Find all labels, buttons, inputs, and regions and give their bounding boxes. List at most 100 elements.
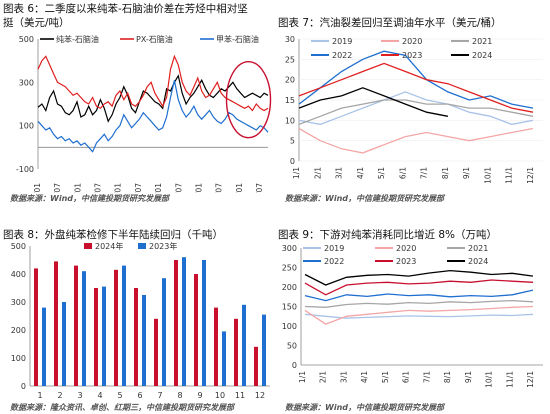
xtick-label: 6/1: [398, 167, 407, 179]
bar-2023年-8: [182, 257, 186, 386]
xtick-label: 19/01: [33, 183, 42, 193]
series-line-2023: [298, 62, 534, 113]
xtick-label: 12/1: [526, 167, 535, 184]
bar-2024年-10: [214, 307, 218, 386]
chart9-title: 图表 9：下游对纯苯消耗同比增近 8%（万吨）: [278, 229, 498, 241]
xtick-label: 3: [77, 391, 82, 400]
bar-2024年-5: [114, 269, 118, 386]
ytick-label: 5: [290, 137, 295, 146]
chart9-source: 数据来源：Wind，中信建投期货研究发展部: [285, 403, 444, 412]
xtick-label: 1/1: [292, 167, 301, 179]
bar-2024年-9: [194, 274, 198, 386]
xtick-label: 7: [157, 391, 162, 400]
chart7-svg: 0 5 10 15 20 25 30 1/1 2/1 3/1 4/1 5/1 6/1 7/1 8/1 9/1 1…: [285, 35, 543, 184]
xtick-label: 4/1: [356, 167, 365, 179]
series-line-甲苯-石脑油: [37, 80, 269, 153]
ytick-label: 30: [285, 35, 295, 44]
ytick-label: 15: [285, 96, 295, 105]
bar-2024年-2: [54, 261, 58, 386]
xtick-label: 9: [197, 391, 202, 400]
xtick-label: 3/1: [339, 371, 348, 383]
xtick-label: 10/1: [483, 167, 492, 184]
legend-label: 2022: [324, 257, 344, 266]
ytick-label: 150: [282, 303, 297, 312]
xtick-label: 4/1: [360, 371, 369, 383]
legend-label: 2024: [468, 257, 488, 266]
legend-swatch: [138, 243, 146, 249]
legend-label: 2020: [396, 244, 416, 253]
chart9-svg: 0 50 100 150 200 250 300 1/1 2/1 3/1 4/1 5/1 6/1 7/1 8…: [282, 244, 543, 388]
bar-2024年-11: [234, 318, 238, 386]
bar-2024年-3: [74, 265, 78, 386]
series-line-2020: [304, 305, 534, 325]
bar-2023年-12: [262, 314, 266, 386]
xtick-label: 8/1: [443, 371, 452, 383]
bar-2023年-4: [102, 286, 106, 386]
ytick-label: 500: [19, 35, 34, 44]
series-line-2023: [304, 279, 534, 296]
chart8-title: 图表 8：外盘纯苯检修下半年陆续回归（千吨）: [3, 229, 224, 241]
xtick-label: 6/1: [402, 371, 411, 383]
legend-label: PX-石脑油: [136, 34, 173, 44]
legend-label: 纯苯-石脑油: [56, 34, 99, 44]
ytick-label: 500: [11, 242, 26, 251]
xtick-label: 4: [97, 391, 102, 400]
ytick-label: -100: [16, 165, 34, 174]
xtick-label: 11/1: [505, 371, 514, 388]
legend-label: 2019: [332, 37, 352, 46]
xtick-label: 10/1: [485, 371, 494, 388]
legend-label: 2021: [468, 244, 488, 253]
chart8-panel: 图表 8：外盘纯苯检修下半年陆续回归（千吨） 0 100 200 300 400 500 1…: [0, 207, 275, 414]
xtick-label: 9/1: [462, 167, 471, 179]
bar-2024年-7: [154, 318, 158, 386]
ytick-label: 100: [11, 354, 26, 363]
legend-label: 2024年: [95, 241, 123, 251]
xtick-label: 5: [117, 391, 122, 400]
highlight-ellipse: [225, 60, 272, 139]
xtick-label: 21/07: [134, 183, 143, 193]
ytick-label: 300: [19, 78, 34, 87]
chart6-panel: 图表 6：二季度以来纯苯-石脑油价差在芳烃中相对坚 挺（美元/吨） -100 10…: [0, 0, 275, 207]
legend-label: 2024: [472, 51, 492, 60]
xtick-label: 3/1: [335, 167, 344, 179]
series-line-纯苯-石脑油: [37, 74, 269, 123]
bar-2024年-6: [134, 288, 138, 386]
bar-2023年-9: [202, 260, 206, 386]
legend-label: 2023年: [149, 241, 177, 251]
ytick-label: 400: [11, 270, 26, 279]
xtick-label: 12: [255, 391, 265, 400]
legend-label: 2021: [472, 37, 492, 46]
legend-swatch: [84, 243, 92, 249]
xtick-label: 7/1: [420, 167, 429, 179]
xtick-label: 1/1: [298, 371, 307, 383]
xtick-label: 8: [177, 391, 182, 400]
ytick-label: 0: [21, 382, 26, 391]
bar-2023年-7: [162, 278, 166, 386]
chart6-svg: -100 100 300 500 19/01 19/07 20/01 20/07 21/01 21…: [16, 34, 272, 193]
bar-2023年-6: [142, 295, 146, 386]
ytick-label: 300: [11, 298, 26, 307]
xtick-label: 21/01: [114, 183, 123, 193]
legend-label: 2023: [402, 51, 422, 60]
bar-2023年-11: [242, 304, 246, 386]
ytick-label: 25: [285, 55, 295, 64]
bar-2024年-12: [254, 346, 258, 386]
chart7-source: 数据来源：Wind，中信建投期货研究发展部: [285, 194, 444, 203]
series-line-2022: [304, 289, 534, 302]
series-line-2024: [298, 87, 449, 117]
xtick-label: 24/01: [235, 183, 244, 193]
xtick-label: 12/1: [526, 371, 535, 388]
xtick-label: 10: [215, 391, 225, 400]
xtick-label: 5/1: [381, 371, 390, 383]
ytick-label: 300: [282, 244, 297, 253]
ytick-label: 0: [292, 361, 297, 370]
bar-2023年-5: [122, 265, 126, 386]
bar-2024年-8: [174, 260, 178, 386]
bar-2024年-1: [34, 268, 38, 386]
legend-label: 2020: [402, 37, 422, 46]
bar-2023年-3: [82, 271, 86, 386]
xtick-label: 20/01: [73, 183, 82, 193]
series-line-2019: [304, 313, 534, 319]
xtick-label: 1: [37, 391, 42, 400]
